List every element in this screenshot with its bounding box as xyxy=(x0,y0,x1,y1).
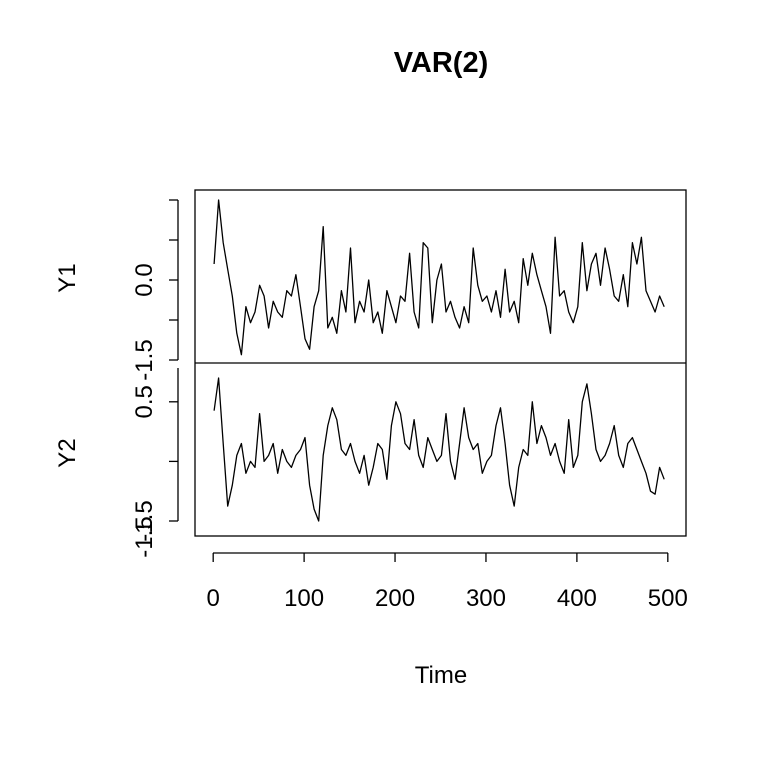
x-tick-label: 400 xyxy=(557,585,597,612)
x-tick-label: 100 xyxy=(284,585,324,612)
x-axis-label: Time xyxy=(415,662,467,689)
y2-ticks: -1.5 0.5 -1.5 xyxy=(131,385,178,558)
series-line-y2 xyxy=(213,377,665,522)
x-tick-label: 500 xyxy=(648,585,688,612)
y2-label: Y2 xyxy=(54,438,81,467)
y1-label: Y1 xyxy=(54,263,81,292)
series-line-y1 xyxy=(213,199,665,356)
x-tick-label: 200 xyxy=(375,585,415,612)
y-tick-label: 0.0 xyxy=(131,263,158,296)
series-lines xyxy=(213,199,665,522)
y1-ticks: -1.5 0.0 xyxy=(131,199,178,381)
y-tick-label: -1.5 xyxy=(131,516,158,557)
chart-title: VAR(2) xyxy=(394,47,489,79)
y-tick-label: -1.5 xyxy=(131,339,158,380)
x-tick-label: 0 xyxy=(207,585,220,612)
y-tick-label: -1.5 xyxy=(131,500,158,541)
x-tick-label: 300 xyxy=(466,585,506,612)
x-ticks: 0 100 200 300 400 500 xyxy=(207,553,688,612)
y-tick-label: 0.5 xyxy=(131,385,158,418)
